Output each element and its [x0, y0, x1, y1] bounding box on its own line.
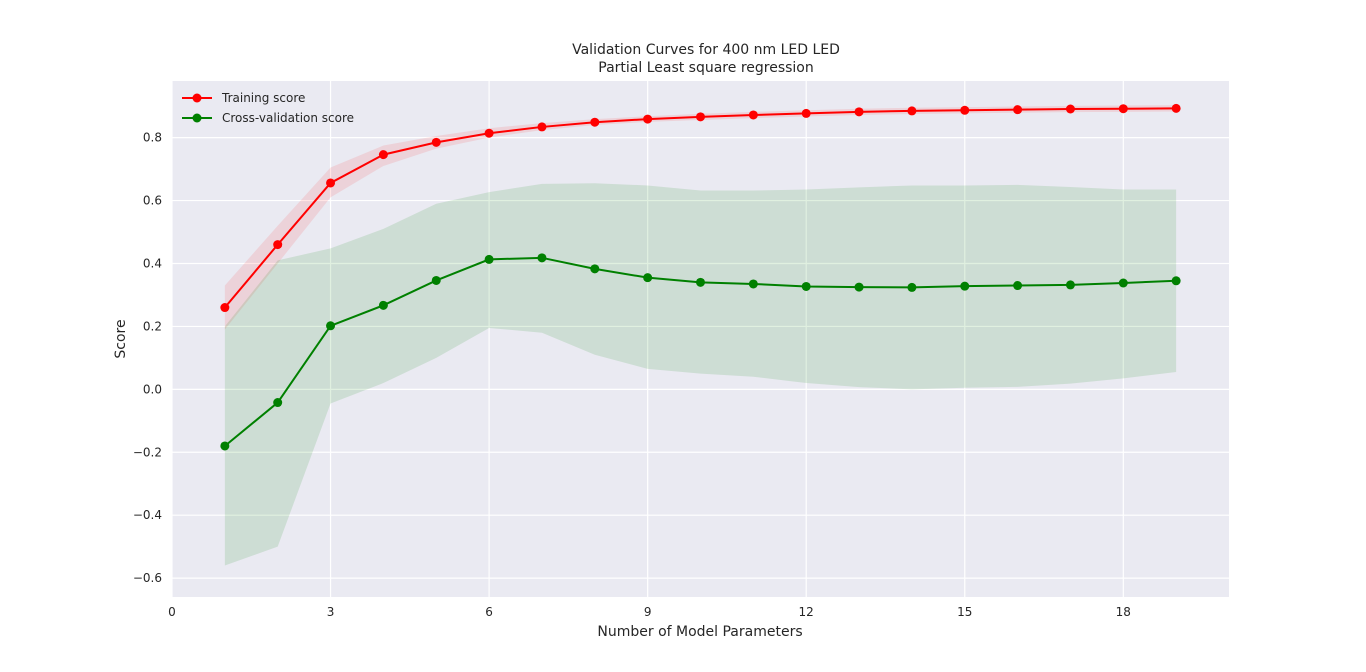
cv-score-point: [431, 275, 441, 285]
x-tick-label: 18: [1116, 605, 1131, 619]
grid: [171, 81, 1229, 597]
cv-score-point: [854, 282, 864, 292]
training-score-point: [1118, 104, 1128, 114]
axis-ticks: 0 3 6 9 12 15 18 −0.6 −0.4 −0.2 0.0 0.2 0.4 0.6 0.8: [133, 131, 1131, 619]
x-tick-label: 12: [799, 605, 814, 619]
x-tick-label: 0: [168, 605, 176, 619]
cv-score-point: [1013, 281, 1023, 291]
cv-score-point: [696, 277, 705, 287]
cv-score-point: [484, 254, 494, 264]
training-score-point: [643, 114, 653, 124]
cv-score-point: [748, 279, 758, 289]
x-tick-label: 9: [644, 605, 652, 619]
cv-score-point: [537, 253, 547, 263]
x-tick-label: 15: [957, 605, 972, 619]
legend-training-label: Training score: [221, 91, 305, 105]
training-score-point: [220, 303, 230, 313]
chart-title: Validation Curves for 400 nm LED LED: [572, 42, 840, 58]
training-score-point: [854, 107, 864, 117]
y-tick-label: −0.4: [133, 508, 162, 522]
y-tick-label: 0.8: [143, 131, 162, 145]
plot-area: [172, 81, 1229, 597]
cv-score-point: [960, 281, 970, 291]
training-score-point: [378, 150, 388, 160]
score-bands: [224, 105, 1177, 566]
training-score-point: [907, 106, 917, 116]
y-tick-label: 0.2: [143, 319, 162, 333]
x-axis-label: Number of Model Parameters: [597, 624, 802, 640]
training-score-point: [326, 178, 336, 188]
y-tick-label: −0.6: [133, 571, 162, 585]
cv-score-point: [907, 282, 917, 292]
training-score-point: [1065, 104, 1075, 114]
x-tick-label: 6: [485, 605, 493, 619]
training-score-point: [273, 240, 283, 250]
training-score-point: [590, 117, 600, 127]
cv-score-point: [378, 300, 388, 310]
cv-score-point: [220, 441, 230, 451]
training-score-point: [801, 108, 811, 118]
cv-score-point: [1171, 276, 1181, 286]
chart-subtitle: Partial Least square regression: [598, 60, 814, 76]
training-score-point: [431, 137, 441, 147]
legend: Training score Cross-validation score: [182, 91, 354, 125]
training-score-point: [484, 128, 494, 138]
y-tick-label: 0.0: [143, 382, 162, 396]
y-axis-label: Score: [113, 319, 129, 358]
training-score-point: [748, 110, 758, 120]
x-tick-label: 3: [327, 605, 335, 619]
cv-score-point: [326, 321, 336, 331]
score-lines: [220, 103, 1181, 451]
training-score-point: [537, 122, 547, 132]
legend-cv-label: Cross-validation score: [222, 111, 354, 125]
training-score-point: [696, 112, 705, 122]
cv-score-point: [801, 281, 811, 291]
training-score-point: [1013, 105, 1023, 115]
cv-score-point: [273, 398, 283, 408]
cv-score-point: [590, 264, 600, 274]
cv-score-point: [1118, 278, 1128, 288]
cv-score-band: [224, 183, 1177, 566]
y-tick-label: −0.2: [133, 445, 162, 459]
legend-cv-marker: [192, 113, 202, 123]
cv-score-point: [643, 273, 653, 283]
training-score-point: [1171, 103, 1181, 113]
cv-score-point: [1065, 280, 1075, 290]
legend-training-marker: [192, 93, 202, 103]
y-tick-label: 0.4: [143, 256, 162, 270]
training-score-point: [960, 105, 970, 115]
y-tick-label: 0.6: [143, 194, 162, 208]
